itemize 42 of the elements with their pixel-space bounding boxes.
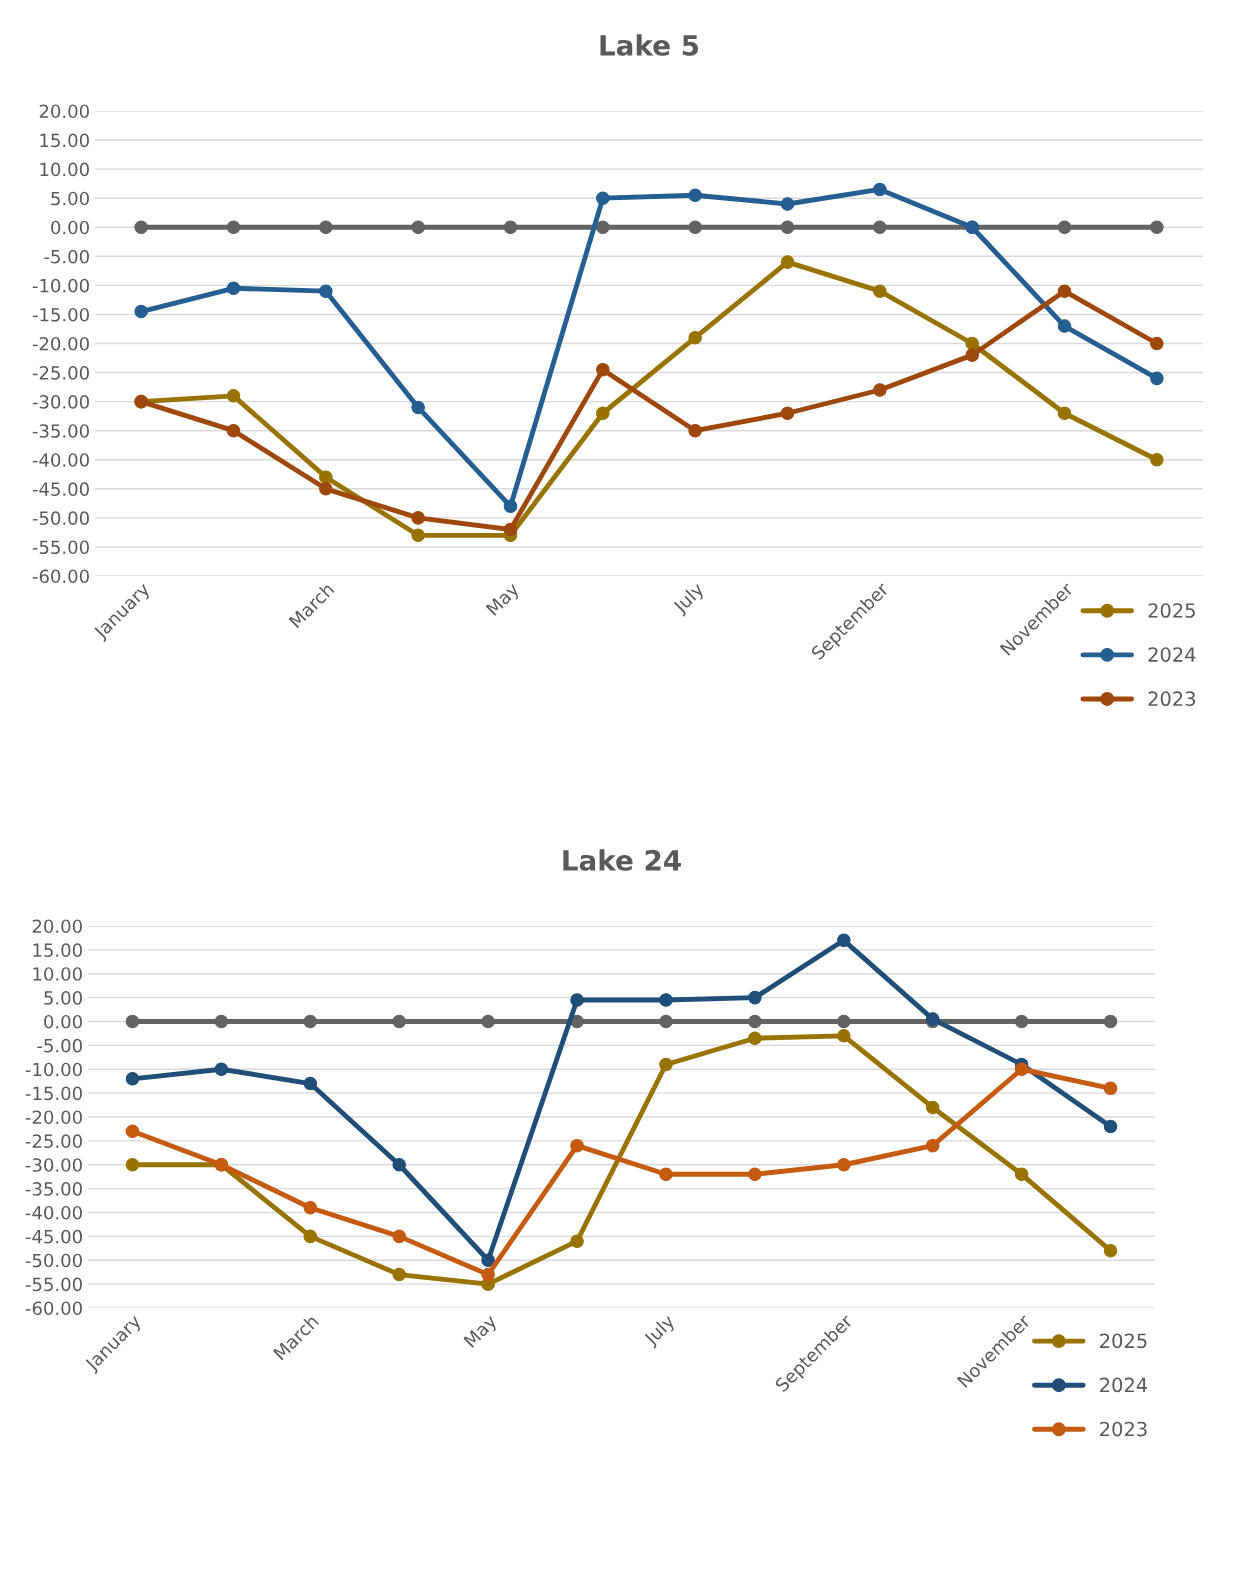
y-tick-label: -10.00 <box>25 1062 82 1077</box>
y-tick-label: 10.00 <box>40 162 89 177</box>
y-tick-label: -45.00 <box>25 1229 82 1244</box>
y-tick-label: 20.00 <box>32 919 82 934</box>
legend-label: 2023 <box>1148 691 1196 707</box>
y-tick-label: -60.00 <box>32 569 89 584</box>
y-tick-label: 5.00 <box>44 991 82 1005</box>
y-tick-label: -55.00 <box>25 1277 82 1292</box>
y-tick-label: 15.00 <box>33 943 82 957</box>
y-tick-label: 10.00 <box>33 967 82 981</box>
y-tick-label: -20.00 <box>32 336 89 351</box>
legend-label: 2024 <box>1148 647 1196 662</box>
y-tick-label: -50.00 <box>32 511 89 525</box>
legend-label: 2023 <box>1100 1421 1147 1437</box>
y-tick-label: -10.00 <box>32 278 89 293</box>
y-tick-label: -25.00 <box>25 1134 82 1148</box>
y-tick-label: -35.00 <box>25 1182 82 1196</box>
chart-title: Lake 24 <box>563 849 681 871</box>
y-tick-label: -15.00 <box>25 1086 82 1101</box>
y-tick-label: -60.00 <box>25 1301 82 1316</box>
chart-title: Lake 5 <box>600 34 699 56</box>
y-tick-label: -5.00 <box>44 249 89 264</box>
y-tick-label: -50.00 <box>25 1253 82 1268</box>
y-tick-label: 0.00 <box>44 1014 82 1029</box>
y-tick-label: -30.00 <box>32 395 89 409</box>
y-tick-label: 20.00 <box>39 104 89 119</box>
y-tick-label: -30.00 <box>25 1158 82 1172</box>
y-tick-label: -40.00 <box>32 453 89 467</box>
y-tick-label: -40.00 <box>25 1205 82 1220</box>
legend-label: 2024 <box>1100 1377 1148 1393</box>
y-tick-label: -45.00 <box>32 482 89 496</box>
legend-label: 2025 <box>1148 603 1195 618</box>
y-tick-label: -55.00 <box>32 540 89 555</box>
y-tick-label: -25.00 <box>32 366 89 380</box>
y-tick-label: -35.00 <box>32 424 89 438</box>
y-tick-label: 0.00 <box>51 220 89 235</box>
y-tick-label: -5.00 <box>37 1038 82 1053</box>
legend-label: 2025 <box>1100 1333 1147 1349</box>
y-tick-label: -20.00 <box>25 1110 82 1125</box>
y-tick-label: 5.00 <box>51 191 89 206</box>
y-tick-label: 15.00 <box>40 133 89 148</box>
y-tick-label: -15.00 <box>32 307 89 322</box>
